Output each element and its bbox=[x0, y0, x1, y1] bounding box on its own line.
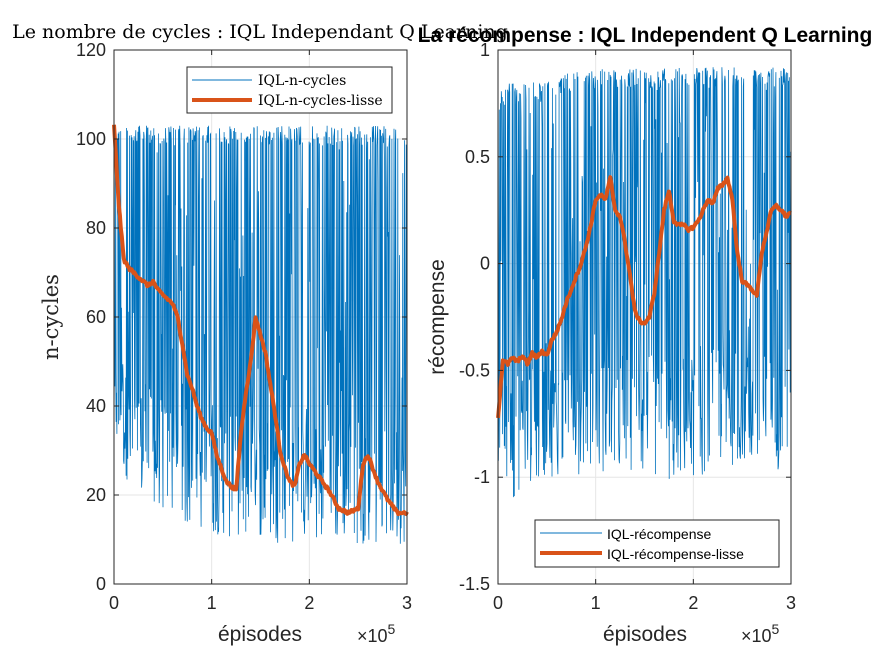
x-tick-label: 1 bbox=[207, 593, 217, 613]
y-tick-label: 40 bbox=[86, 396, 106, 416]
y-tick-label: 0 bbox=[96, 574, 106, 594]
x-tick-label: 2 bbox=[688, 593, 698, 613]
y-tick-label: 100 bbox=[76, 129, 106, 149]
right-ticks: 0 1 2 3 -1.5 -1 -0.5 0 0.5 1 bbox=[459, 40, 796, 613]
right-chart: 0 1 2 3-1.5-1-0.500.51 récompense épisodes … bbox=[426, 40, 796, 646]
x-tick-label: 2 bbox=[304, 593, 314, 613]
left-chart-title: Le nombre de cycles : IQL Independant Q … bbox=[12, 21, 508, 43]
right-legend-raw-label: IQL-récompense bbox=[607, 526, 711, 542]
y-tick-label: 120 bbox=[76, 40, 106, 60]
left-smooth-series bbox=[112, 124, 409, 517]
x-tick-label: 1 bbox=[591, 593, 601, 613]
left-y-axis-label: n-cycles bbox=[39, 274, 63, 360]
right-legend-box bbox=[534, 519, 780, 568]
x-tick-label: 3 bbox=[786, 593, 796, 613]
smooth-series-line bbox=[112, 124, 409, 517]
x-tick-label: 0 bbox=[109, 593, 119, 613]
raw-series-line bbox=[497, 67, 792, 498]
y-tick-label: 1 bbox=[480, 40, 490, 60]
left-x-axis-label: épisodes bbox=[218, 623, 302, 646]
x-tick-label: 0 bbox=[493, 593, 503, 613]
left-legend-smooth-label: IQL-n-cycles-lisse bbox=[258, 93, 383, 109]
y-tick-label: -0.5 bbox=[459, 360, 490, 380]
raw-series-line bbox=[113, 125, 408, 544]
right-raw-series bbox=[497, 67, 792, 498]
y-tick-label: -1 bbox=[474, 467, 490, 487]
left-legend-box bbox=[186, 66, 393, 114]
y-tick-label: -1.5 bbox=[459, 574, 490, 594]
x-tick-label: 3 bbox=[402, 593, 412, 613]
smooth-series-line bbox=[496, 175, 792, 419]
left-x-multiplier: ×105 bbox=[357, 621, 396, 646]
right-y-axis-label: récompense bbox=[426, 259, 449, 375]
right-x-multiplier: ×105 bbox=[741, 621, 780, 646]
right-axes-box bbox=[497, 49, 792, 585]
y-tick-label: 20 bbox=[86, 485, 106, 505]
left-legend: IQL-n-cycles IQL-n-cycles-lisse bbox=[186, 66, 393, 114]
right-chart-title: La récompense : IQL Independent Q Learni… bbox=[418, 24, 873, 47]
right-legend-smooth-label: IQL-récompense-lisse bbox=[607, 546, 744, 562]
y-tick-label: 60 bbox=[86, 307, 106, 327]
left-raw-series bbox=[113, 125, 408, 544]
y-tick-label: 80 bbox=[86, 218, 106, 238]
right-legend: IQL-récompense IQL-récompense-lisse bbox=[534, 519, 780, 568]
left-ticks: 0 1 2 3 0 20 40 60 80 100 120 bbox=[76, 40, 412, 613]
left-legend-raw-label: IQL-n-cycles bbox=[258, 73, 346, 89]
right-x-axis-label: épisodes bbox=[603, 623, 687, 646]
y-tick-label: 0.5 bbox=[465, 147, 490, 167]
y-tick-label: 0 bbox=[480, 254, 490, 274]
right-smooth-series bbox=[496, 175, 792, 419]
